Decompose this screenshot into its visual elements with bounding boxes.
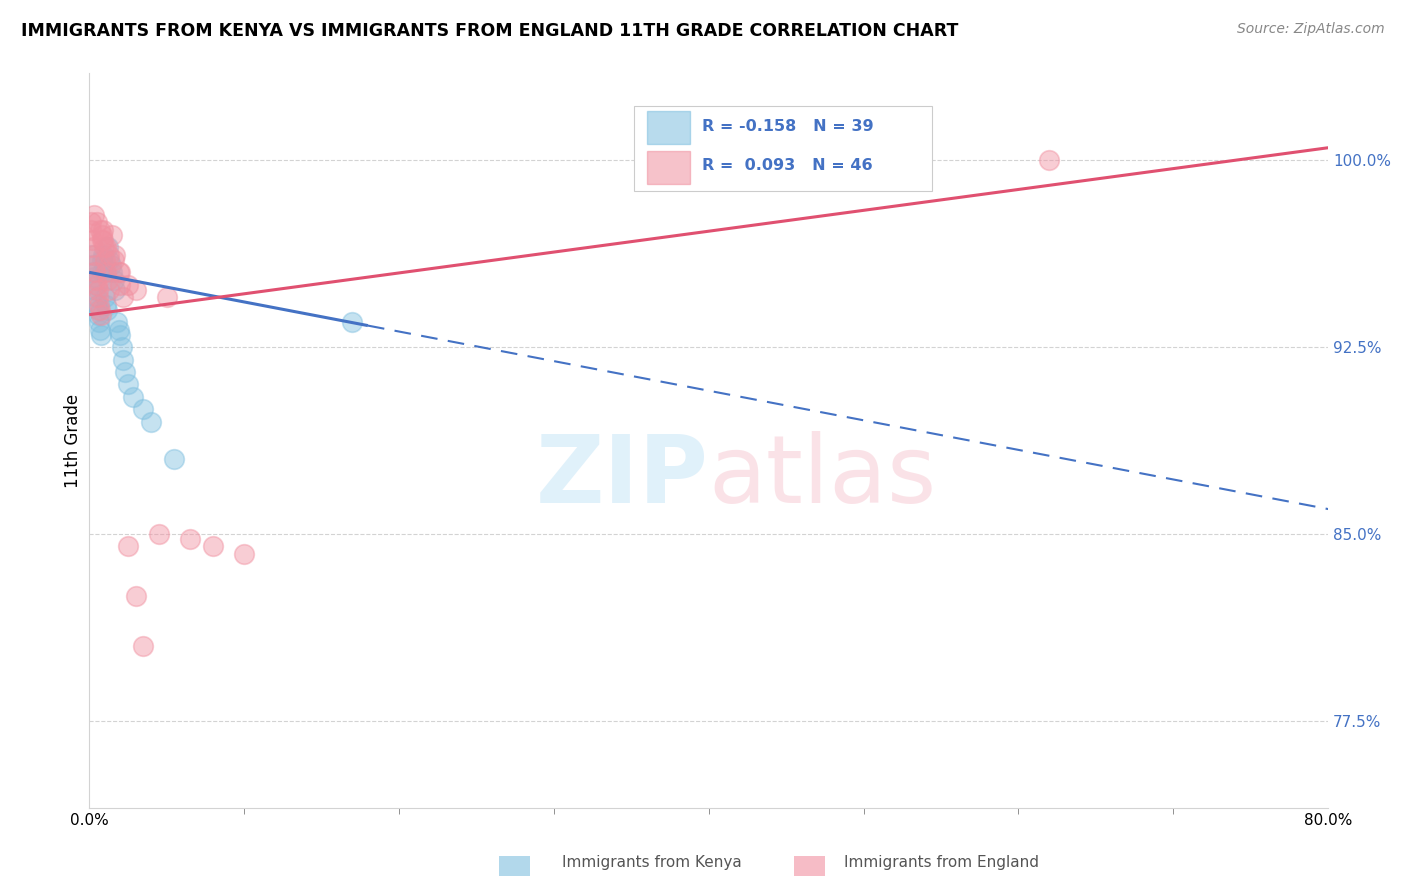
Y-axis label: 11th Grade: 11th Grade <box>65 393 82 488</box>
Point <box>82 233 104 247</box>
Point <box>91 233 114 247</box>
Point <box>163 452 186 467</box>
Point <box>84 273 107 287</box>
Point <box>80 223 103 237</box>
Point <box>86 283 108 297</box>
Point <box>84 290 107 304</box>
Point <box>98 283 121 297</box>
Point <box>83 270 105 285</box>
Point <box>87 308 110 322</box>
Point <box>89 302 111 317</box>
Point <box>101 265 124 279</box>
Point <box>90 233 112 247</box>
FancyBboxPatch shape <box>647 112 690 145</box>
Point <box>93 252 115 267</box>
Point <box>108 327 131 342</box>
Point <box>101 227 124 242</box>
FancyBboxPatch shape <box>647 151 690 184</box>
Text: Source: ZipAtlas.com: Source: ZipAtlas.com <box>1237 22 1385 37</box>
Point <box>80 215 103 229</box>
Point <box>89 223 111 237</box>
Point <box>342 315 364 329</box>
Point <box>111 340 134 354</box>
Point <box>148 527 170 541</box>
Point <box>86 215 108 229</box>
Point <box>89 315 111 329</box>
Text: IMMIGRANTS FROM KENYA VS IMMIGRANTS FROM ENGLAND 11TH GRADE CORRELATION CHART: IMMIGRANTS FROM KENYA VS IMMIGRANTS FROM… <box>21 22 959 40</box>
Point <box>82 265 104 279</box>
Point <box>98 248 121 262</box>
Point <box>114 365 136 379</box>
Point <box>97 240 120 254</box>
Point <box>91 248 114 262</box>
Point <box>86 277 108 292</box>
Point <box>97 273 120 287</box>
Point <box>104 248 127 262</box>
Point <box>83 248 105 262</box>
Point <box>107 323 129 337</box>
Text: atlas: atlas <box>709 432 936 524</box>
Point <box>93 240 115 254</box>
Point <box>117 540 139 554</box>
Point <box>179 532 201 546</box>
Point <box>132 639 155 653</box>
Point <box>84 283 107 297</box>
Point <box>90 308 112 322</box>
Point <box>89 298 111 312</box>
Point <box>82 240 104 254</box>
Point <box>96 265 118 279</box>
Point <box>108 265 131 279</box>
Point <box>96 302 118 317</box>
Text: R = -0.158   N = 39: R = -0.158 N = 39 <box>703 119 875 134</box>
Text: ZIP: ZIP <box>536 432 709 524</box>
Point <box>93 258 115 272</box>
Point <box>233 547 256 561</box>
Point <box>112 290 135 304</box>
Point <box>80 248 103 262</box>
Point <box>90 327 112 342</box>
Point <box>82 258 104 272</box>
Point <box>86 298 108 312</box>
Point <box>112 352 135 367</box>
Point <box>91 223 114 237</box>
Point <box>117 277 139 292</box>
Point <box>139 415 162 429</box>
Point <box>90 265 112 279</box>
Point <box>104 283 127 297</box>
Point <box>83 258 105 272</box>
Point <box>83 277 105 292</box>
Point <box>107 265 129 279</box>
Point <box>100 258 122 272</box>
Point <box>155 290 177 304</box>
Point <box>98 252 121 267</box>
Point <box>96 240 118 254</box>
Point <box>91 227 114 242</box>
Point <box>84 265 107 279</box>
Text: R =  0.093   N = 46: R = 0.093 N = 46 <box>703 158 873 173</box>
Point <box>83 208 105 222</box>
Point <box>124 283 146 297</box>
Point <box>103 273 125 287</box>
Point <box>121 390 143 404</box>
FancyBboxPatch shape <box>634 106 932 191</box>
Point <box>86 302 108 317</box>
Text: Immigrants from Kenya: Immigrants from Kenya <box>562 855 742 870</box>
Point <box>1038 153 1060 168</box>
Text: Immigrants from England: Immigrants from England <box>844 855 1039 870</box>
Point <box>132 402 155 417</box>
Point <box>108 277 131 292</box>
Point <box>103 252 125 267</box>
Point <box>94 290 117 304</box>
Point <box>89 323 111 337</box>
Point <box>117 377 139 392</box>
Point <box>202 540 225 554</box>
Point <box>96 298 118 312</box>
Point <box>93 265 115 279</box>
Point <box>105 315 128 329</box>
Point <box>124 589 146 603</box>
Point <box>87 290 110 304</box>
Point <box>91 252 114 267</box>
